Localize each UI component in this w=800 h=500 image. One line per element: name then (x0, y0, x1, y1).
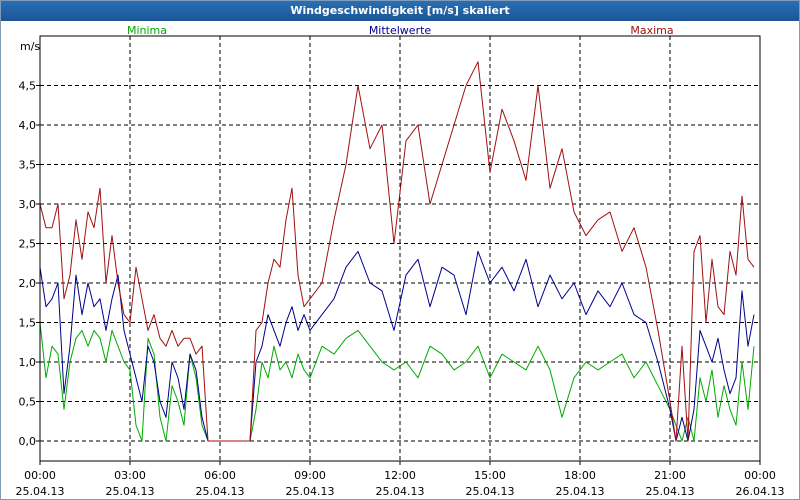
x-tick-time: 03:00 (114, 469, 146, 482)
x-tick-date: 25.04.13 (556, 485, 605, 498)
y-tick-label: 0,5 (19, 396, 37, 409)
series-lines (39, 61, 755, 442)
x-tick-time: 06:00 (204, 469, 236, 482)
y-tick-label: 0,0 (19, 435, 37, 448)
x-tick-time: 15:00 (474, 469, 506, 482)
legend: Minima Mittelwerte Maxima (127, 24, 674, 37)
y-axis-label: m/s (20, 40, 40, 53)
y-tick-label: 1,0 (19, 356, 37, 369)
y-tick-label: 4,0 (19, 119, 37, 132)
y-tick-label: 3,5 (19, 159, 37, 172)
y-tick-label: 4,5 (19, 80, 37, 93)
x-tick-time: 09:00 (294, 469, 326, 482)
chart-title: Windgeschwindigkeit [m/s] skaliert (1, 1, 799, 21)
y-tick-label: 2,5 (19, 238, 37, 251)
grid-lines (40, 36, 760, 461)
x-tick-date: 26.04.13 (736, 485, 785, 498)
x-tick-date: 25.04.13 (106, 485, 155, 498)
x-tick-date: 25.04.13 (196, 485, 245, 498)
x-tick-time: 00:00 (744, 469, 776, 482)
series-line-mittelwerte (39, 250, 755, 442)
series-line-maxima (39, 61, 755, 442)
x-tick-date: 25.04.13 (286, 485, 335, 498)
x-tick-date: 25.04.13 (376, 485, 425, 498)
legend-entry-mittelwerte: Mittelwerte (369, 24, 432, 37)
x-axis-ticks: 00:00 25.04.13 03:00 25.04.13 06:00 25.04.13 0… (16, 461, 785, 498)
x-tick-time: 00:00 (24, 469, 56, 482)
x-tick-date: 25.04.13 (646, 485, 695, 498)
x-tick-time: 18:00 (564, 469, 596, 482)
y-tick-label: 1,5 (19, 317, 37, 330)
series-line-minima (39, 322, 755, 442)
x-tick-date: 25.04.13 (16, 485, 65, 498)
y-tick-label: 3,0 (19, 198, 37, 211)
y-axis-ticks: 0,0 0,5 1,0 1,5 2,0 2,5 3,0 3,5 4,0 4,5 (19, 80, 40, 448)
legend-entry-minima: Minima (127, 24, 167, 37)
x-tick-time: 21:00 (654, 469, 686, 482)
x-tick-date: 25.04.13 (466, 485, 515, 498)
legend-entry-maxima: Maxima (630, 24, 673, 37)
y-tick-label: 2,0 (19, 277, 37, 290)
x-tick-time: 12:00 (384, 469, 416, 482)
